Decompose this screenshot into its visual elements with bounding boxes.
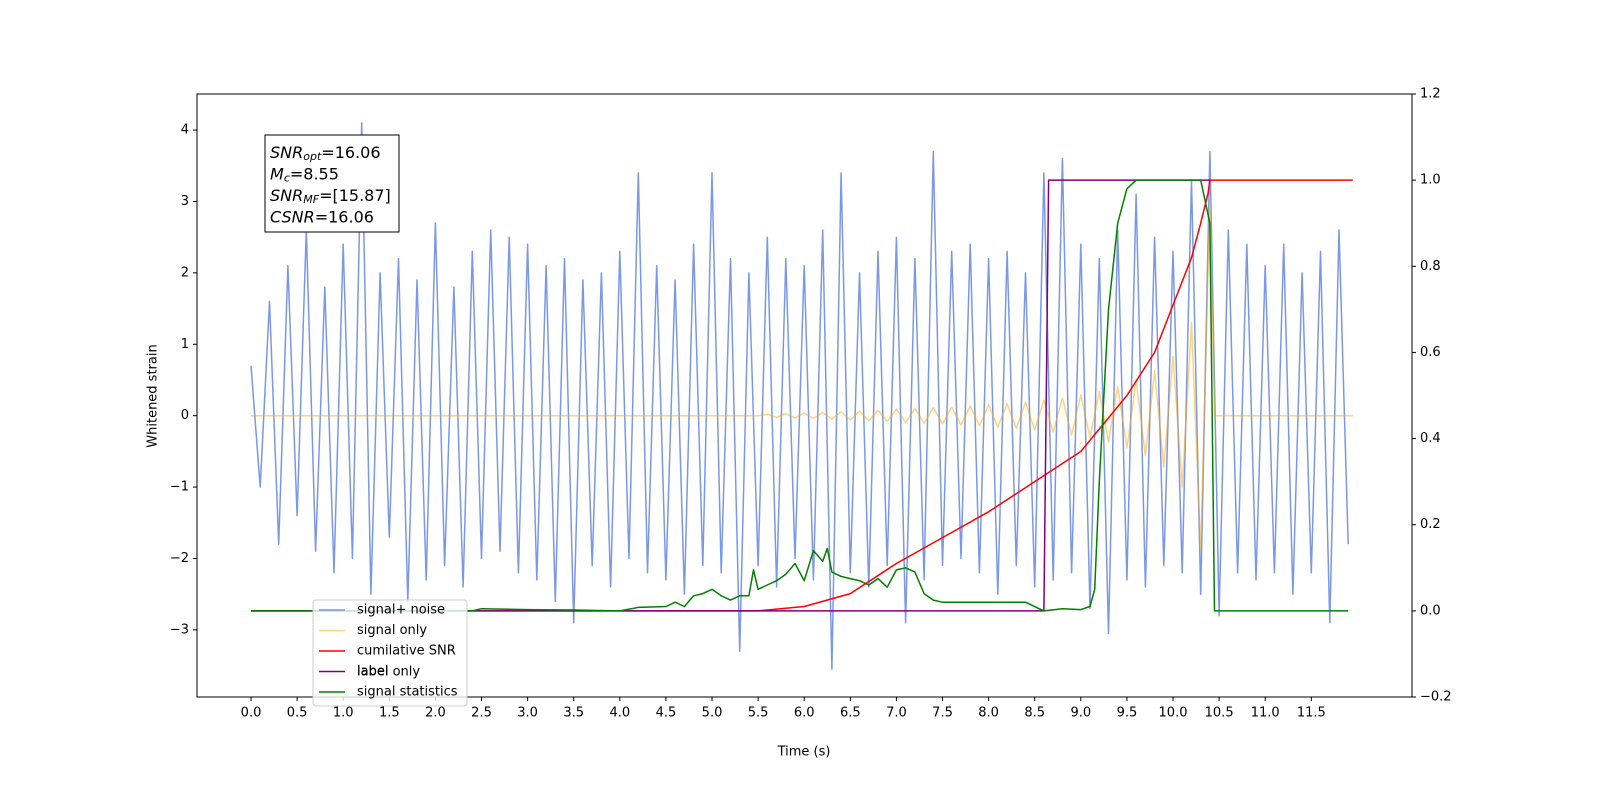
y-tick-label: 3 — [181, 194, 189, 209]
x-axis-label: Time (s) — [777, 745, 831, 760]
x-tick-label: 3.0 — [517, 706, 538, 721]
annotation-line: CSNR=16.06 — [270, 207, 374, 226]
annotation-text: =16.06 — [321, 143, 380, 162]
y2-tick-label: 0.6 — [1420, 345, 1441, 360]
y-tick-label: 4 — [181, 123, 189, 138]
legend-box — [312, 599, 468, 707]
x-tick-label: 2.5 — [471, 706, 492, 721]
x-tick-label: 0.5 — [287, 706, 308, 721]
y-tick-label: 1 — [181, 337, 189, 352]
y-tick-label: −1 — [170, 480, 189, 495]
annotation-sub: MF — [303, 193, 319, 206]
x-tick-label: 5.0 — [702, 706, 723, 721]
legend-label: signal+ noise — [357, 603, 445, 618]
annotation-symbol: SNR — [270, 143, 303, 162]
annotation-line: Mc=8.55 — [270, 164, 339, 185]
legend-shadow-text: label only — [357, 665, 420, 680]
x-tick-label: 1.0 — [333, 706, 354, 721]
annotation-box — [264, 134, 400, 233]
x-tick-label: 10.0 — [1159, 706, 1188, 721]
y2-tick-label: −0.2 — [1420, 690, 1452, 705]
x-tick-label: 7.5 — [932, 706, 953, 721]
y-tick-label: 2 — [181, 265, 189, 280]
x-tick-label: 11.0 — [1251, 706, 1280, 721]
x-tick-label: 8.5 — [1024, 706, 1045, 721]
annotation-line: SNRopt=16.06 — [270, 143, 381, 164]
annotation-symbol: CSNR — [270, 207, 315, 226]
annotation-text: =8.55 — [290, 164, 339, 183]
x-tick-label: 4.0 — [609, 706, 630, 721]
y-axis-label: Whitened strain — [146, 344, 161, 447]
annotation-sub: opt — [303, 150, 322, 163]
x-tick-label: 6.0 — [794, 706, 815, 721]
series-line — [250, 122, 1349, 670]
x-tick-label: 11.5 — [1297, 706, 1326, 721]
annotation-symbol: M — [270, 164, 284, 183]
y2-tick-label: 0.8 — [1420, 259, 1441, 274]
annotation-line: SNRMF=[15.87] — [270, 186, 391, 207]
annotation-sub: c — [284, 172, 290, 185]
y-tick-label: −2 — [170, 551, 189, 566]
annotation-symbol: SNR — [270, 186, 303, 205]
x-tick-label: 9.5 — [1117, 706, 1138, 721]
annotation: SNRopt=16.06Mc=8.55SNRMF=[15.87]CSNR=16.… — [264, 134, 400, 233]
annotation-text: =[15.87] — [319, 186, 391, 205]
x-tick-label: 4.5 — [656, 706, 677, 721]
legend-label: cumilative SNR — [357, 644, 456, 659]
series-line — [251, 179, 1210, 612]
y2-tick-label: 1.0 — [1420, 173, 1441, 188]
y2-tick-label: 0.0 — [1420, 603, 1441, 618]
annotation-text: =16.06 — [315, 207, 374, 226]
x-tick-label: 10.5 — [1205, 706, 1234, 721]
x-tick-label: 1.5 — [379, 706, 400, 721]
y-tick-label: 0 — [181, 408, 189, 423]
series-line — [251, 179, 1353, 612]
x-tick-label: 2.0 — [425, 706, 446, 721]
legend-label: signal only — [357, 623, 427, 638]
x-tick-label: 9.0 — [1070, 706, 1091, 721]
y-tick-label: −3 — [170, 622, 189, 637]
x-tick-label: 7.0 — [886, 706, 907, 721]
x-tick-label: 5.5 — [748, 706, 769, 721]
y2-tick-label: 0.2 — [1420, 517, 1441, 532]
legend-label: label — [357, 664, 388, 679]
y2-tick-label: 0.4 — [1420, 431, 1441, 446]
series-line — [251, 200, 1353, 553]
x-tick-label: 8.0 — [978, 706, 999, 721]
x-tick-label: 0.0 — [241, 706, 262, 721]
x-tick-label: 3.5 — [563, 706, 584, 721]
x-tick-label: 6.5 — [840, 706, 861, 721]
y2-tick-label: 1.2 — [1420, 87, 1441, 102]
series-line — [251, 179, 1349, 612]
legend-label: signal statistics — [357, 685, 458, 700]
legend: label only signal+ noise signal only cumila… — [312, 599, 468, 707]
